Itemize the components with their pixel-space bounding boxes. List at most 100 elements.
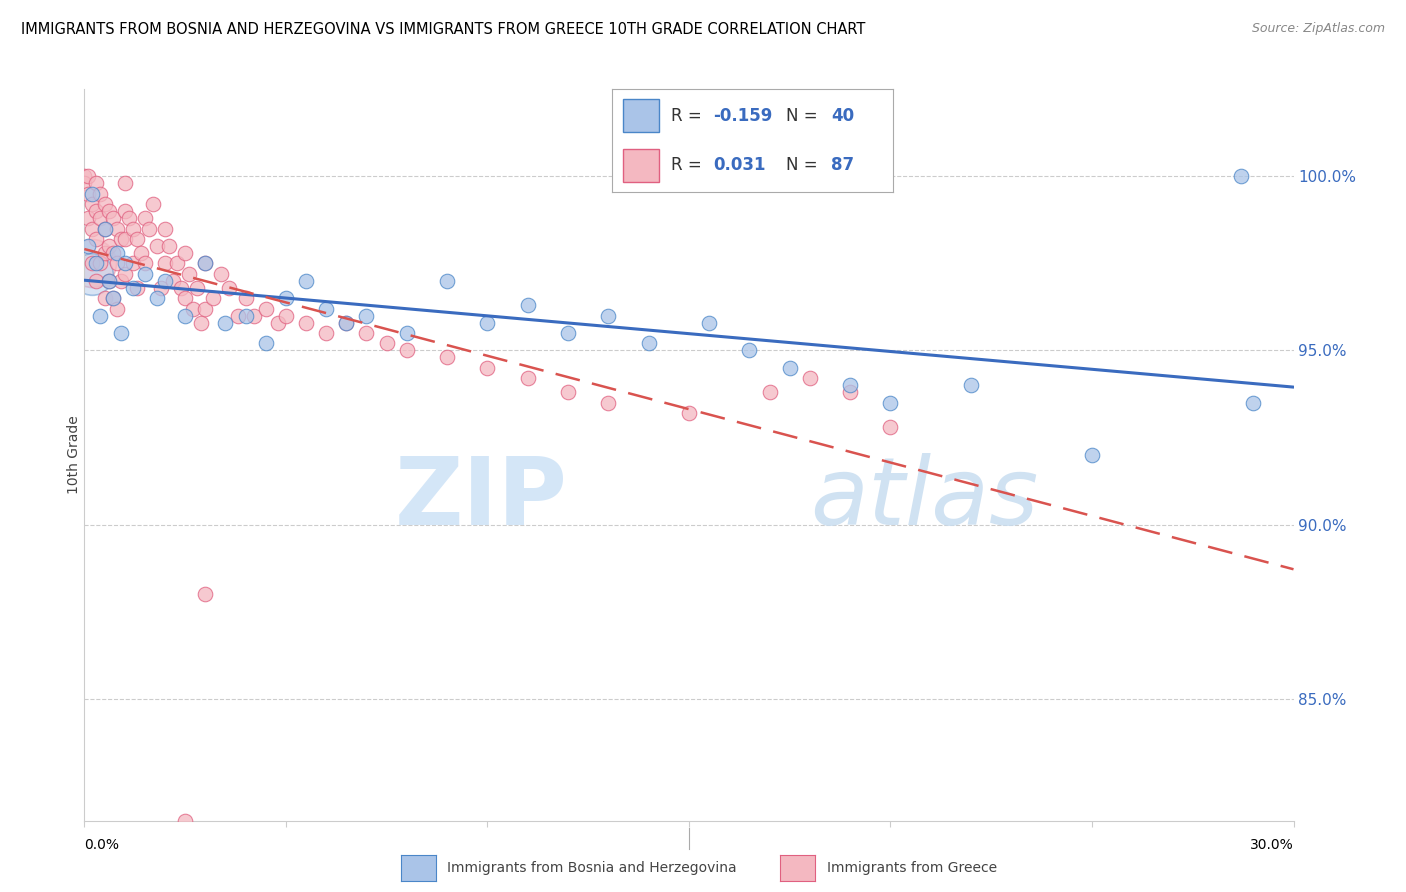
Point <box>1241 395 1264 409</box>
Point <box>779 360 801 375</box>
Point <box>194 256 217 270</box>
Text: 30.0%: 30.0% <box>1250 838 1294 852</box>
Point <box>73 169 96 184</box>
Point <box>134 256 156 270</box>
Point <box>799 371 821 385</box>
Point <box>274 291 297 305</box>
Point <box>101 291 124 305</box>
Point <box>153 274 176 288</box>
Point <box>82 267 104 281</box>
Point <box>86 176 108 190</box>
Point <box>86 274 108 288</box>
Bar <box>623 149 659 181</box>
Point <box>114 267 136 281</box>
Point <box>93 221 115 235</box>
Point <box>125 281 148 295</box>
Point <box>516 298 538 312</box>
Point <box>516 371 538 385</box>
Point <box>77 239 100 253</box>
Point <box>89 186 111 201</box>
Point <box>879 395 901 409</box>
Point <box>101 211 124 225</box>
Point <box>190 316 212 330</box>
Point <box>114 204 136 219</box>
Point <box>254 301 277 316</box>
Point <box>174 246 197 260</box>
Point <box>93 197 115 211</box>
Bar <box>623 99 659 132</box>
Point <box>697 316 720 330</box>
Point <box>146 291 169 305</box>
Point <box>110 326 132 340</box>
Point <box>114 256 136 270</box>
Point <box>214 316 236 330</box>
Point <box>477 316 499 330</box>
Point <box>295 316 318 330</box>
Point <box>73 176 96 190</box>
Point <box>637 336 659 351</box>
Point <box>118 211 141 225</box>
Point <box>274 309 297 323</box>
Text: R =: R = <box>671 107 707 125</box>
Text: -0.159: -0.159 <box>713 107 772 125</box>
Text: Source: ZipAtlas.com: Source: ZipAtlas.com <box>1251 22 1385 36</box>
Point <box>295 274 318 288</box>
Point <box>146 239 169 253</box>
Point <box>82 256 104 270</box>
Point <box>174 291 197 305</box>
Text: IMMIGRANTS FROM BOSNIA AND HERZEGOVINA VS IMMIGRANTS FROM GREECE 10TH GRADE CORR: IMMIGRANTS FROM BOSNIA AND HERZEGOVINA V… <box>21 22 866 37</box>
Point <box>738 343 761 358</box>
Point <box>86 232 108 246</box>
Point <box>960 378 983 392</box>
Point <box>395 326 418 340</box>
Point <box>436 351 458 365</box>
Point <box>174 814 197 828</box>
Text: N =: N = <box>786 107 823 125</box>
Point <box>89 256 111 270</box>
Text: atlas: atlas <box>810 453 1038 544</box>
Point <box>97 274 120 288</box>
Point <box>315 326 337 340</box>
Point <box>110 232 132 246</box>
Text: N =: N = <box>786 156 823 174</box>
Point <box>82 221 104 235</box>
Point <box>105 301 128 316</box>
Point <box>105 256 128 270</box>
Text: 87: 87 <box>831 156 853 174</box>
Text: 0.0%: 0.0% <box>84 838 120 852</box>
Point <box>86 204 108 219</box>
Point <box>1230 169 1253 184</box>
Point <box>89 309 111 323</box>
Point <box>77 186 100 201</box>
Point <box>121 281 143 295</box>
Point <box>254 336 277 351</box>
Point <box>153 256 176 270</box>
Point <box>170 281 193 295</box>
Point <box>149 281 172 295</box>
Point <box>134 211 156 225</box>
Point <box>121 256 143 270</box>
Point <box>218 281 240 295</box>
Point <box>86 256 108 270</box>
Point <box>134 267 156 281</box>
Point <box>114 232 136 246</box>
Point <box>77 169 100 184</box>
Point <box>242 309 264 323</box>
Point <box>678 406 700 420</box>
Point <box>125 232 148 246</box>
Point <box>375 336 398 351</box>
Point <box>839 378 862 392</box>
Point <box>335 316 357 330</box>
Point <box>226 309 249 323</box>
Point <box>557 326 579 340</box>
Point <box>121 221 143 235</box>
Point <box>315 301 337 316</box>
Text: 0.031: 0.031 <box>713 156 765 174</box>
Point <box>105 221 128 235</box>
Point <box>153 221 176 235</box>
Point <box>142 197 165 211</box>
Point <box>101 246 124 260</box>
Point <box>356 309 378 323</box>
Point <box>209 267 232 281</box>
Point <box>157 239 180 253</box>
